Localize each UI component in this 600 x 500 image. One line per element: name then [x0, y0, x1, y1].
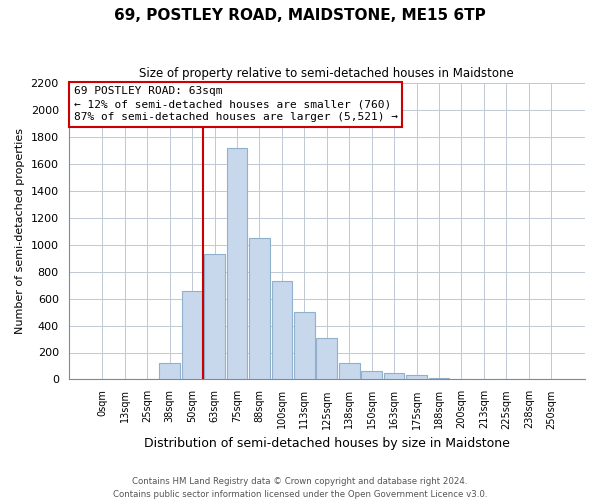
- Bar: [406, 376, 427, 380]
- Bar: [384, 374, 404, 380]
- Bar: [249, 238, 270, 380]
- Title: Size of property relative to semi-detached houses in Maidstone: Size of property relative to semi-detach…: [139, 68, 514, 80]
- Bar: [339, 364, 359, 380]
- Bar: [428, 378, 449, 380]
- Bar: [160, 364, 180, 380]
- Bar: [361, 370, 382, 380]
- X-axis label: Distribution of semi-detached houses by size in Maidstone: Distribution of semi-detached houses by …: [144, 437, 510, 450]
- Bar: [204, 254, 225, 380]
- Text: 69 POSTLEY ROAD: 63sqm
← 12% of semi-detached houses are smaller (760)
87% of se: 69 POSTLEY ROAD: 63sqm ← 12% of semi-det…: [74, 86, 398, 122]
- Text: Contains HM Land Registry data © Crown copyright and database right 2024.
Contai: Contains HM Land Registry data © Crown c…: [113, 478, 487, 499]
- Bar: [316, 338, 337, 380]
- Bar: [182, 290, 202, 380]
- Y-axis label: Number of semi-detached properties: Number of semi-detached properties: [15, 128, 25, 334]
- Bar: [227, 148, 247, 380]
- Bar: [272, 281, 292, 380]
- Text: 69, POSTLEY ROAD, MAIDSTONE, ME15 6TP: 69, POSTLEY ROAD, MAIDSTONE, ME15 6TP: [114, 8, 486, 22]
- Bar: [294, 312, 314, 380]
